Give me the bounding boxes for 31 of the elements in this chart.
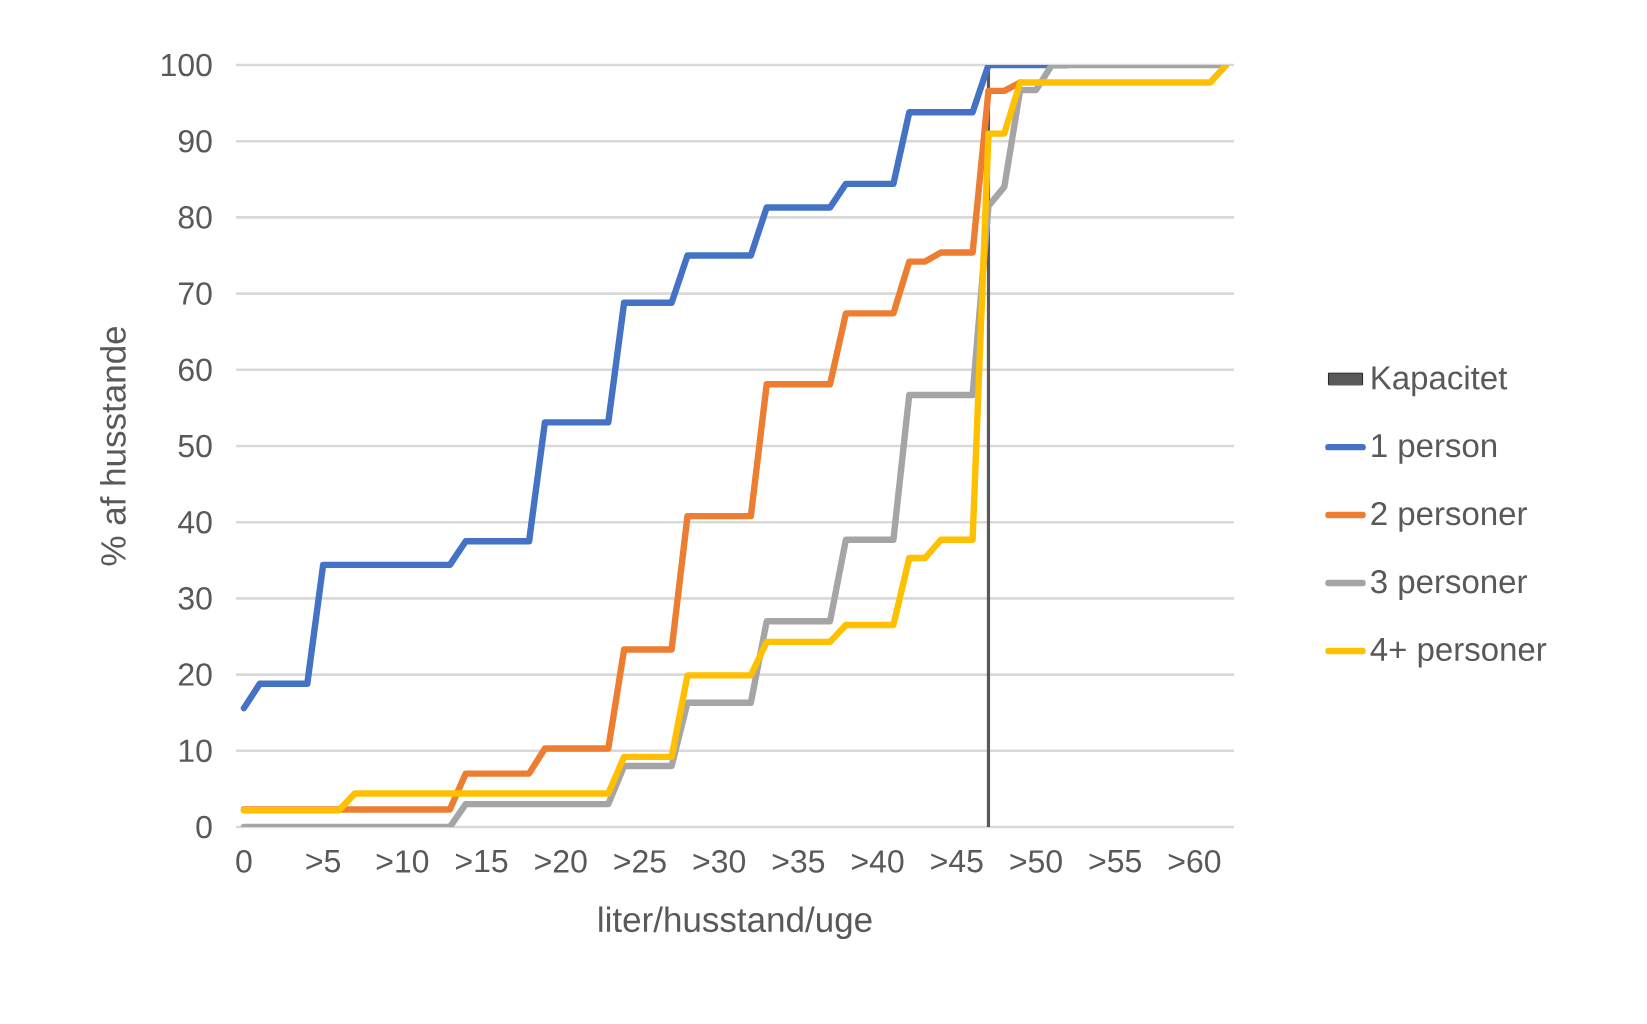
x-tick-label: >60 bbox=[1168, 850, 1221, 873]
y-tick-label: 90 bbox=[178, 129, 212, 153]
y-axis-title: % af husstande bbox=[100, 326, 126, 566]
y-tick-label: 0 bbox=[196, 815, 212, 839]
y-tick-label: 50 bbox=[178, 434, 212, 458]
legend-label: 1 person bbox=[1372, 434, 1497, 464]
legend-label: 3 personer bbox=[1371, 570, 1527, 600]
x-tick-label: >45 bbox=[931, 850, 983, 873]
y-tick-label: 80 bbox=[178, 206, 212, 229]
y-tick-label: 30 bbox=[178, 587, 212, 610]
x-tick-label: >25 bbox=[614, 850, 666, 873]
legend-label: Kapacitet bbox=[1372, 365, 1508, 397]
x-tick-label: >50 bbox=[1010, 850, 1062, 873]
legend-label: 4+ personer bbox=[1370, 638, 1547, 668]
y-tick-label: 40 bbox=[178, 510, 212, 534]
x-tick-label: >15 bbox=[455, 850, 508, 873]
x-tick-label: >5 bbox=[306, 850, 341, 873]
x-tick-label: >30 bbox=[693, 850, 746, 873]
x-axis-title: liter/husstand/uge bbox=[599, 906, 872, 940]
x-tick-label: 0 bbox=[236, 850, 252, 873]
x-tick-label: >20 bbox=[535, 850, 587, 873]
x-tick-label: >10 bbox=[376, 850, 429, 873]
x-tick-label: >35 bbox=[772, 850, 825, 873]
legend-label: 2 personer bbox=[1371, 501, 1527, 532]
x-tick-label: >55 bbox=[1089, 850, 1141, 873]
y-tick-label: 100 bbox=[162, 53, 212, 77]
x-tick-label: >40 bbox=[852, 850, 904, 873]
y-tick-label: 20 bbox=[178, 663, 212, 686]
y-tick-label: 10 bbox=[179, 739, 212, 763]
y-tick-label: 70 bbox=[178, 282, 212, 305]
y-tick-label: 60 bbox=[178, 358, 212, 382]
